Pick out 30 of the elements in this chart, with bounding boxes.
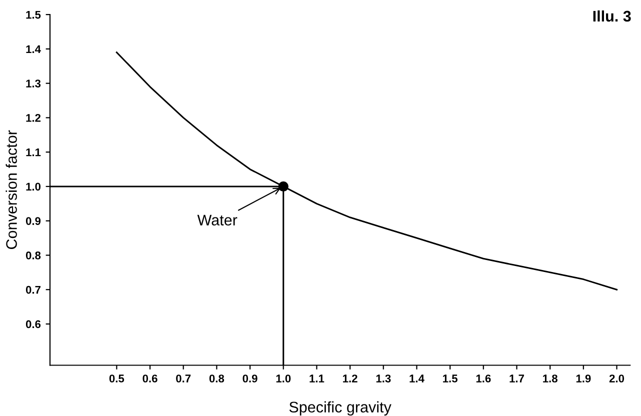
x-tick-label: 1.7 bbox=[510, 374, 524, 382]
x-tick-label: 1.8 bbox=[543, 374, 558, 382]
x-tick-label: 1.2 bbox=[343, 374, 358, 382]
x-tick-label: 0.9 bbox=[242, 374, 258, 382]
x-tick-label: 0.7 bbox=[176, 374, 191, 382]
x-tick-label: 1.5 bbox=[443, 374, 458, 382]
x-tick-label: 2.0 bbox=[609, 374, 624, 382]
x-tick-label: 1.6 bbox=[476, 374, 491, 382]
y-tick-label: 1.0 bbox=[26, 182, 41, 191]
y-tick-label: 0.7 bbox=[26, 286, 40, 294]
x-tick-label: 1.9 bbox=[576, 374, 591, 382]
y-tick-label: 1.1 bbox=[26, 148, 41, 156]
x-tick-label: 0.8 bbox=[209, 374, 224, 382]
x-tick-label: 1.1 bbox=[310, 374, 324, 382]
y-axis-title: Conversion factor bbox=[6, 130, 17, 249]
annotation: Water bbox=[197, 214, 238, 226]
x-tick-label: 0.5 bbox=[109, 374, 124, 382]
x-axis-title: Specific gravity bbox=[289, 401, 392, 416]
x-tick-label: 0.6 bbox=[142, 374, 158, 382]
x-tick-label: 1.3 bbox=[376, 374, 391, 382]
y-tick-label: 0.8 bbox=[26, 251, 41, 260]
x-tick-label: 1.4 bbox=[410, 374, 424, 382]
y-tick-label: 1.4 bbox=[26, 45, 41, 53]
y-tick-label: 1.2 bbox=[26, 114, 41, 122]
y-tick-label: 1.3 bbox=[26, 80, 41, 88]
x-tick-label: 1.0 bbox=[276, 374, 291, 382]
annotation: Illu. 3 bbox=[593, 10, 631, 22]
y-tick-label: 0.6 bbox=[26, 320, 41, 328]
y-tick-label: 1.5 bbox=[26, 10, 41, 19]
y-tick-label: 0.9 bbox=[26, 217, 41, 225]
